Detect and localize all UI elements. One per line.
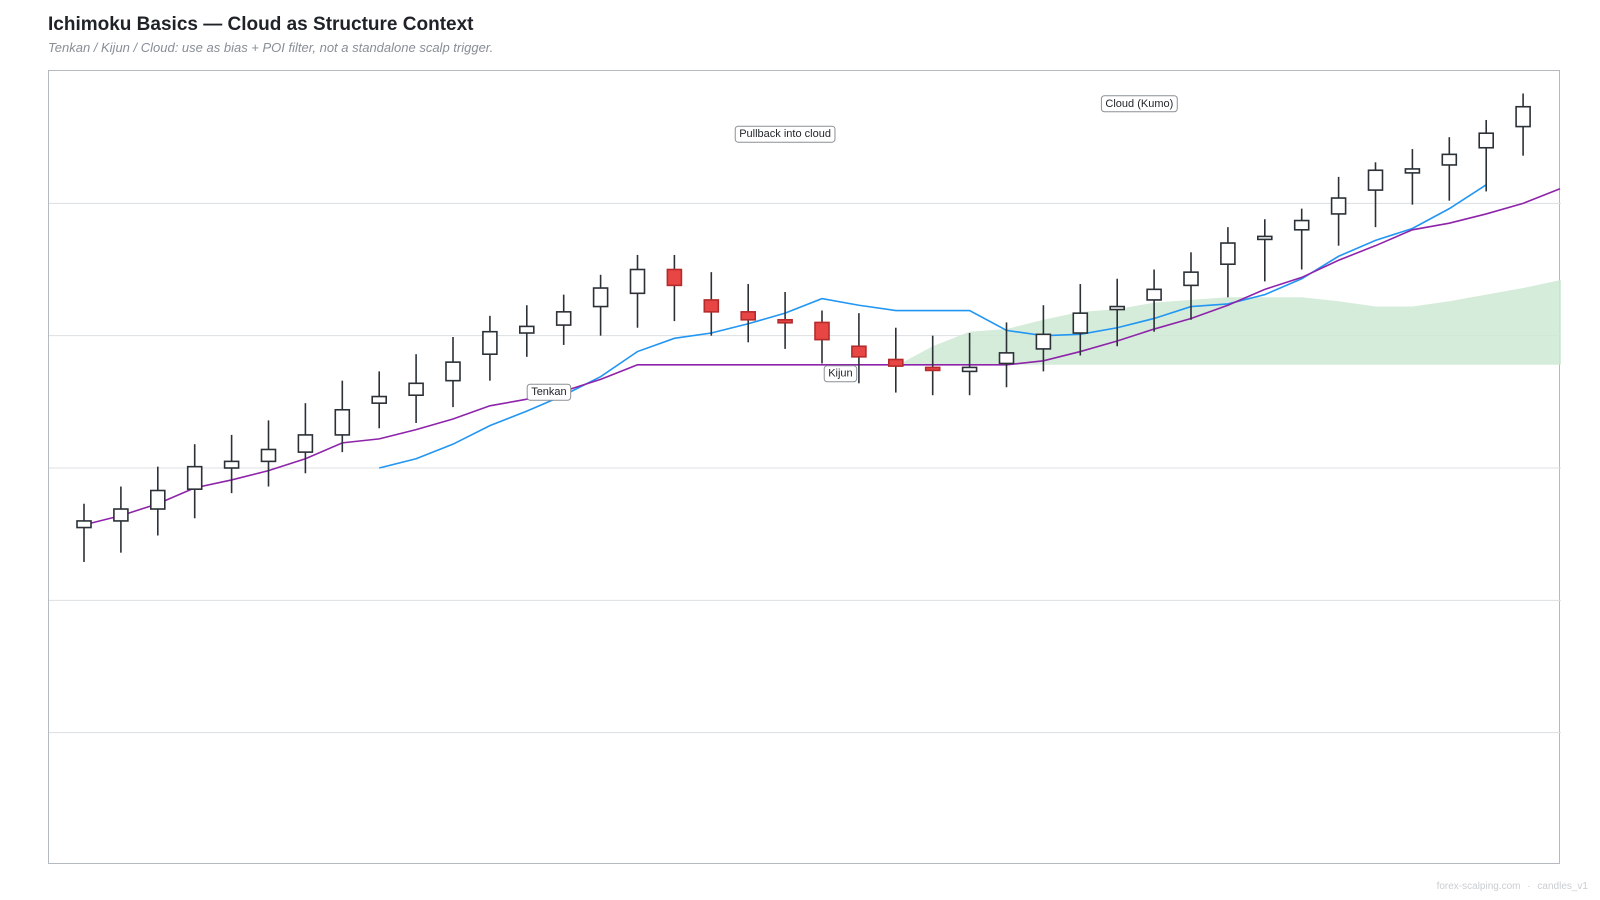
candle-bull: [1220, 242, 1236, 266]
annotation-label: Kijun: [823, 365, 858, 383]
candle-bull: [334, 408, 351, 436]
candle-bull: [1478, 132, 1494, 149]
candle-bear: [703, 299, 720, 313]
cloud-kumo: [379, 279, 1561, 519]
candle-bull: [1367, 169, 1384, 191]
candle-bull: [1072, 312, 1089, 334]
candle-bull: [592, 287, 609, 308]
candle-bull: [1183, 271, 1199, 287]
candle-bull: [186, 465, 203, 490]
candle-bull: [445, 361, 461, 382]
candle-bull: [998, 352, 1015, 365]
annotation-box: [526, 383, 572, 401]
plot-area: Pullback into cloud Cloud (Kumo) Tenkan Kij…: [48, 70, 1561, 864]
candle-bear: [887, 358, 904, 367]
annotation-label: Cloud (Kumo): [1100, 95, 1178, 113]
candle-bear: [777, 318, 793, 324]
candle-bull: [1515, 105, 1531, 128]
candle-bear: [740, 311, 757, 321]
candle-bull: [223, 460, 240, 469]
candle-bull: [150, 489, 166, 510]
candle-bull: [961, 366, 978, 373]
candle-bull: [555, 311, 572, 326]
candle-bull: [1441, 153, 1458, 166]
footer-credit: forex-scalping.com · candles_v1: [1433, 881, 1588, 892]
footer-separator: ·: [1527, 881, 1531, 892]
chart-subtitle: Tenkan / Kijun / Cloud: use as bias + PO…: [48, 40, 494, 55]
candlestick-chart: Pullback into cloud Cloud (Kumo) Tenkan Kij…: [49, 93, 1561, 734]
chart-title: Ichimoku Basics — Cloud as Structure Con…: [48, 14, 474, 35]
candle-bull: [1109, 305, 1125, 311]
candle-bull: [76, 520, 92, 529]
annotation-label: Tenkan: [526, 383, 572, 401]
candle-bull: [1257, 235, 1273, 241]
candle-bull: [629, 268, 646, 295]
candle-bull: [482, 330, 498, 355]
kijun-line: [83, 188, 1561, 526]
candle-bear: [924, 366, 941, 372]
candle-bull: [1404, 168, 1421, 174]
candle-bull: [113, 508, 129, 522]
candle-bull: [1330, 197, 1347, 215]
candle-bull: [371, 395, 388, 404]
annotation-text: Tenkan: [531, 386, 566, 398]
candle-bull: [1293, 219, 1310, 231]
annotation-label: Pullback into cloud: [734, 125, 836, 143]
candle-bear: [851, 345, 867, 358]
footer-tag: candles_v1: [1537, 881, 1588, 892]
candle-bull: [408, 382, 424, 397]
annotation-box: [734, 125, 836, 143]
annotation-box: [823, 365, 858, 383]
annotation-text: Kijun: [828, 368, 852, 380]
candle-bear: [666, 268, 683, 287]
candle-bull: [297, 434, 314, 453]
candle-bear: [814, 321, 830, 341]
candle-bull: [1146, 288, 1162, 301]
candle-bull: [260, 448, 277, 463]
annotation-text: Pullback into cloud: [739, 128, 831, 140]
footer-site: forex-scalping.com: [1436, 881, 1521, 892]
annotation-box: [1100, 95, 1178, 113]
annotation-text: Cloud (Kumo): [1105, 98, 1173, 110]
candle-bull: [1035, 333, 1052, 350]
candle-bull: [518, 325, 535, 334]
